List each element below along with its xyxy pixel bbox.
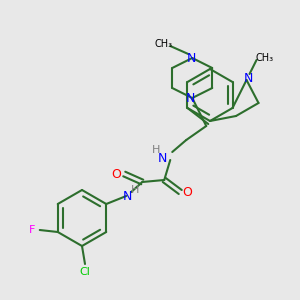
Text: N: N <box>244 71 253 85</box>
Text: H: H <box>131 185 140 195</box>
Text: N: N <box>187 52 196 64</box>
Text: O: O <box>111 167 121 181</box>
Text: H: H <box>152 145 160 155</box>
Text: Cl: Cl <box>80 267 90 277</box>
Text: N: N <box>158 152 167 164</box>
Text: O: O <box>182 185 192 199</box>
Text: F: F <box>28 225 35 235</box>
Text: N: N <box>186 92 195 104</box>
Text: N: N <box>123 190 132 202</box>
Text: CH₃: CH₃ <box>154 39 172 49</box>
Text: CH₃: CH₃ <box>256 53 274 63</box>
